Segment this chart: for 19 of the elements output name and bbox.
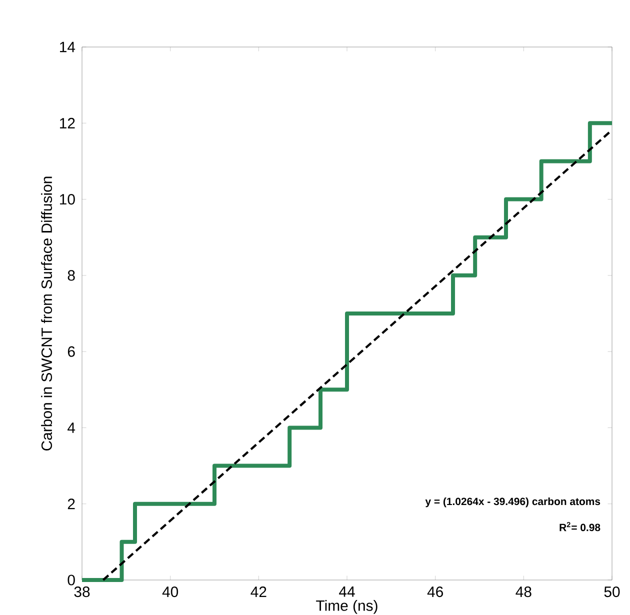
y-axis-title: Carbon in SWCNT from Surface Diffusion xyxy=(41,176,52,450)
y-tick-label: 14 xyxy=(60,42,76,52)
x-axis-title: Time (ns) xyxy=(316,600,378,614)
y-tick-label: 0 xyxy=(68,574,75,586)
y-tick-label: 2 xyxy=(68,498,75,510)
x-tick-label: 46 xyxy=(427,586,443,598)
y-tick-label: 4 xyxy=(68,422,76,433)
x-tick-label: 44 xyxy=(339,586,355,597)
x-tick-label: 40 xyxy=(162,586,178,598)
x-tick-label: 42 xyxy=(250,586,266,597)
y-tick-label: 12 xyxy=(60,118,75,128)
x-tick-label: 50 xyxy=(604,586,620,598)
x-tick-label: 38 xyxy=(74,586,90,598)
x-tick-label: 48 xyxy=(516,586,532,598)
annotation: R$^{2}$= 0.98 xyxy=(560,522,600,532)
y-tick-label: 10 xyxy=(60,194,75,205)
y-tick-label: 8 xyxy=(68,270,75,281)
y-tick-label: 6 xyxy=(68,346,75,357)
annotation: y = (1.0264x - 39.496) carbon atoms xyxy=(425,497,600,508)
